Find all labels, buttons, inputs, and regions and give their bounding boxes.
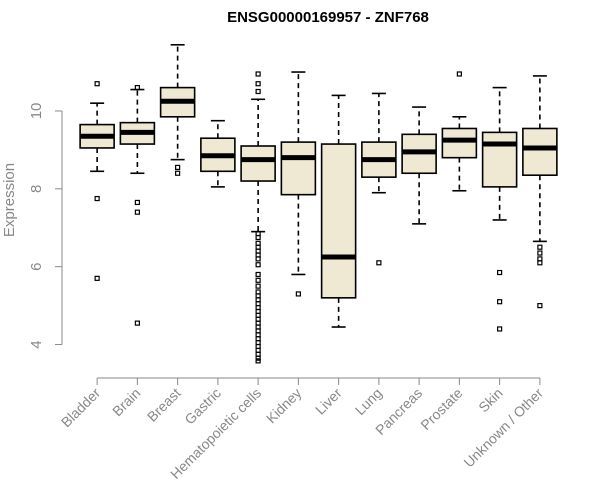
outlier-point bbox=[537, 303, 543, 309]
iqr-box bbox=[522, 127, 558, 176]
outlier-point bbox=[497, 269, 503, 276]
boxplot-series bbox=[79, 43, 558, 364]
box-group-gastric bbox=[200, 119, 236, 188]
iqr-box bbox=[240, 145, 276, 182]
x-tick-label: Lung bbox=[352, 385, 385, 418]
x-tick-label: Breast bbox=[144, 385, 184, 425]
outlier-point bbox=[537, 260, 543, 266]
box-group-liver bbox=[320, 94, 357, 328]
outlier-point bbox=[537, 250, 543, 256]
outlier-point bbox=[497, 299, 503, 305]
outlier-point bbox=[255, 271, 261, 278]
outlier-point bbox=[94, 195, 100, 202]
box-group-pancreas bbox=[401, 106, 437, 225]
iqr-box bbox=[280, 141, 317, 196]
outlier-point bbox=[255, 81, 261, 87]
iqr-box bbox=[320, 143, 357, 299]
x-tick-label: Brain bbox=[109, 385, 143, 419]
iqr-box bbox=[441, 127, 478, 159]
outlier-point bbox=[376, 260, 382, 266]
outlier-point bbox=[134, 209, 140, 215]
outlier-point bbox=[255, 277, 261, 283]
outlier-point bbox=[456, 71, 462, 77]
x-tick-label: Bladder bbox=[58, 385, 104, 431]
outlier-point bbox=[94, 275, 100, 281]
outlier-point bbox=[175, 164, 181, 171]
chart-title: ENSG00000169957 - ZNF768 bbox=[227, 9, 429, 26]
box-group-skin bbox=[481, 86, 518, 332]
outlier-point bbox=[255, 355, 261, 361]
iqr-box bbox=[481, 131, 518, 188]
outlier-point bbox=[255, 256, 261, 262]
outlier-point bbox=[295, 291, 301, 297]
box-group-lung bbox=[361, 92, 397, 266]
y-axis-label: Expression bbox=[1, 163, 18, 237]
outlier-point bbox=[497, 326, 503, 332]
outlier-point bbox=[134, 320, 140, 326]
box-group-hematopoietic-cells bbox=[240, 71, 276, 364]
outlier-point bbox=[255, 358, 261, 364]
y-tick-label: 6 bbox=[28, 263, 45, 271]
box-group-kidney bbox=[280, 71, 317, 297]
box-group-brain bbox=[119, 85, 156, 326]
outlier-point bbox=[255, 88, 261, 95]
y-tick-label: 8 bbox=[28, 185, 45, 193]
outlier-point bbox=[94, 81, 100, 87]
box-group-bladder bbox=[79, 81, 115, 281]
x-tick-label: Skin bbox=[475, 385, 506, 416]
outlier-point bbox=[537, 244, 543, 250]
box-group-prostate bbox=[441, 71, 478, 192]
axes: 4 6 8 10 bbox=[28, 103, 541, 385]
outlier-point bbox=[255, 283, 261, 289]
box-group-unknown-other bbox=[522, 75, 558, 309]
outlier-point bbox=[255, 234, 261, 241]
y-tick-label: 10 bbox=[28, 103, 45, 120]
outlier-point bbox=[255, 262, 261, 268]
box-group-breast bbox=[159, 43, 196, 176]
x-tick-label: Kidney bbox=[263, 385, 305, 427]
outlier-point bbox=[134, 85, 140, 91]
x-tick-label: Prostate bbox=[417, 385, 465, 433]
y-tick-label: 4 bbox=[28, 340, 45, 348]
outlier-point bbox=[175, 170, 181, 176]
outlier-point bbox=[255, 71, 261, 77]
outlier-point bbox=[134, 199, 140, 206]
x-tick-label: Liver bbox=[312, 385, 345, 418]
